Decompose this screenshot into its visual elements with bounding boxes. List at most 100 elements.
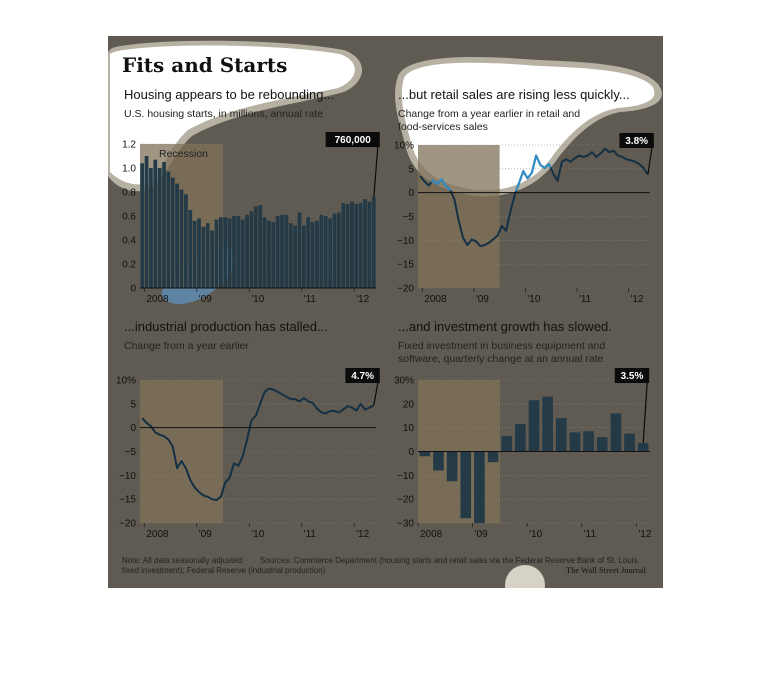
bar (583, 431, 594, 452)
y-tick-label: 5 (408, 164, 414, 175)
y-tick-label: 0.4 (122, 236, 136, 247)
x-tick-label: '12 (356, 294, 369, 305)
panel-heading: ...and investment growth has slowed. (398, 319, 612, 334)
bar (354, 204, 359, 288)
x-tick-label: '10 (251, 529, 264, 540)
x-tick-label: '09 (476, 294, 489, 305)
chart-figure: Fits and Starts Housing appears to be re… (108, 36, 663, 588)
panel-industrial-production: ...industrial production has stalled... C… (116, 319, 380, 540)
bar (433, 451, 444, 471)
panel-retail-sales: ...but retail sales are rising less quic… (394, 87, 654, 305)
bar (288, 223, 293, 288)
footer-sources-line-1: Sources: Commerce Department (housing st… (260, 556, 640, 565)
x-tick-label: '10 (251, 294, 264, 305)
x-tick-label: '11 (304, 294, 317, 305)
y-tick-label: −10 (119, 471, 136, 482)
panel-subtitle-line: U.S. housing starts, in millions, annual… (124, 108, 323, 120)
bar (170, 177, 175, 288)
y-tick-label: −10 (397, 236, 414, 247)
panel-heading: ...but retail sales are rising less quic… (398, 87, 630, 102)
y-tick-label: −5 (125, 447, 137, 458)
y-tick-label: 0 (408, 447, 414, 458)
y-tick-label: 10% (394, 141, 414, 152)
panel-subtitle-line: food-services sales (398, 121, 488, 133)
panel-subtitle-line: Fixed investment in business equipment a… (398, 340, 605, 352)
x-tick-label: '11 (579, 294, 592, 305)
y-tick-label: 0 (130, 423, 136, 434)
bar (297, 212, 302, 288)
panel-housing-starts: Housing appears to be rebounding... U.S. … (122, 87, 380, 305)
bar (267, 220, 271, 288)
bar (140, 163, 145, 288)
bar (245, 214, 249, 288)
bar (569, 432, 581, 452)
x-tick-label: '09 (199, 529, 212, 540)
bar (487, 451, 499, 463)
bar (157, 168, 162, 288)
bar (637, 443, 649, 452)
bar (350, 201, 354, 288)
bar (367, 201, 372, 288)
x-tick-label: '11 (304, 529, 317, 540)
footer-note: Note: All data seasonally adjusted (122, 556, 242, 565)
x-tick-label: '12 (638, 529, 651, 540)
bar (197, 218, 201, 288)
y-tick-label: −20 (397, 495, 414, 506)
bar (144, 156, 149, 288)
y-tick-label: 0.2 (122, 260, 136, 271)
bar (460, 451, 472, 519)
y-tick-label: 10 (403, 423, 415, 434)
bar (624, 433, 635, 452)
series-line (141, 387, 375, 502)
bar (501, 436, 513, 452)
callout-pointer (373, 146, 379, 197)
bar (515, 424, 526, 452)
bar (214, 219, 219, 288)
bar (358, 202, 363, 288)
x-tick-label: '12 (631, 294, 644, 305)
bar (293, 225, 298, 288)
x-tick-label: '10 (527, 294, 540, 305)
bar (446, 451, 458, 482)
x-tick-label: '10 (529, 529, 542, 540)
bar (271, 222, 276, 288)
bar (210, 230, 214, 288)
y-tick-label: 0.8 (122, 188, 136, 199)
bar (218, 217, 223, 288)
bar (205, 223, 210, 288)
bar (223, 217, 228, 288)
bar (249, 211, 254, 288)
bar (179, 189, 184, 288)
callout-box (619, 133, 654, 148)
bar (149, 168, 153, 288)
bar (319, 214, 324, 288)
bar (236, 216, 241, 288)
bar (306, 217, 311, 288)
y-tick-label: 30% (394, 376, 414, 387)
panel-subtitle-line: Change from a year earlier (124, 340, 249, 352)
bar (201, 226, 206, 288)
callout-pointer (373, 382, 379, 406)
bar (240, 219, 245, 288)
panel-subtitle-line: Change from a year earlier in retail and (398, 108, 580, 120)
bar (610, 413, 622, 452)
bar (302, 225, 306, 288)
x-tick-label: 2008 (420, 529, 443, 540)
bar (596, 437, 608, 452)
panel-heading: Housing appears to be rebounding... (124, 87, 334, 102)
y-tick-label: −15 (397, 260, 414, 271)
y-tick-label: 20 (403, 399, 415, 410)
x-tick-label: '11 (584, 529, 597, 540)
recession-label: Recession (159, 148, 208, 160)
x-tick-label: '09 (475, 529, 488, 540)
panel-subtitle-line: software, quarterly change at an annual … (398, 353, 604, 365)
x-tick-label: 2008 (424, 294, 447, 305)
bar (232, 216, 236, 288)
footer-credit: The Wall Street Journal (566, 565, 647, 575)
light-blob-bottom (505, 565, 545, 588)
callout-box (614, 368, 650, 383)
callout-label: 760,000 (335, 135, 372, 146)
y-tick-label: −20 (397, 284, 414, 295)
bar (336, 212, 341, 288)
y-tick-label: 1.0 (122, 164, 136, 175)
